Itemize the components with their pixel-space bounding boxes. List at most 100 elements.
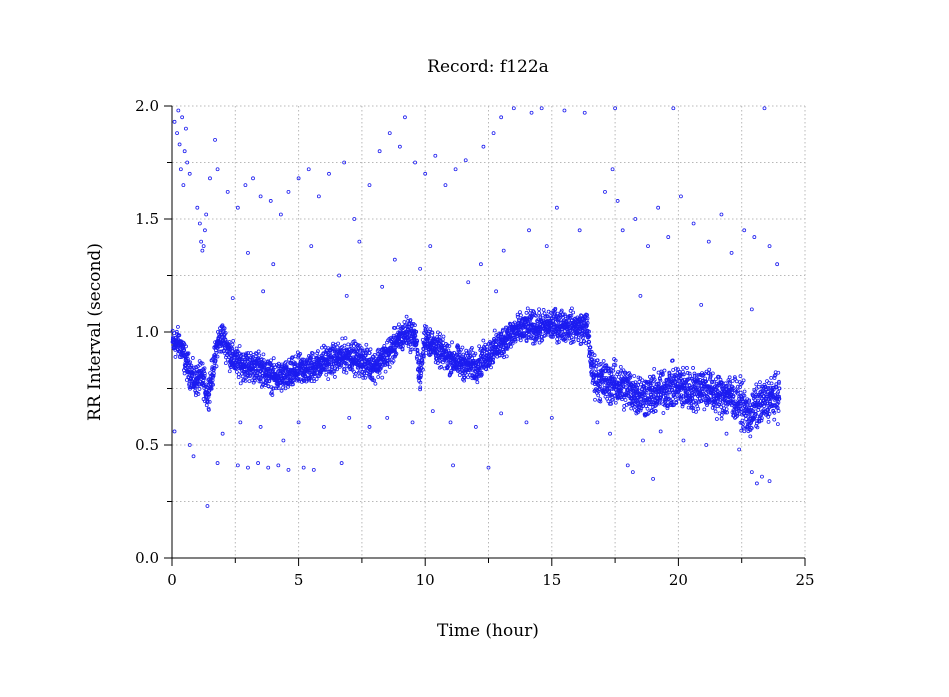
data-point xyxy=(598,399,603,404)
data-point xyxy=(235,205,240,210)
data-point xyxy=(441,334,446,339)
data-point xyxy=(387,358,392,363)
data-point xyxy=(296,420,301,425)
data-point xyxy=(720,383,725,388)
data-point xyxy=(428,244,433,249)
data-point xyxy=(390,341,395,346)
data-point xyxy=(674,401,679,405)
data-point xyxy=(674,366,678,371)
data-point xyxy=(529,308,533,313)
data-point xyxy=(336,341,340,346)
data-point xyxy=(753,397,757,402)
data-point xyxy=(658,429,663,434)
data-point xyxy=(238,357,243,362)
data-point xyxy=(759,418,764,423)
data-point xyxy=(359,346,364,351)
data-point xyxy=(357,343,362,348)
data-point xyxy=(413,334,418,338)
data-point xyxy=(687,383,692,387)
data-point xyxy=(616,370,620,375)
data-point xyxy=(326,377,331,382)
data-point xyxy=(491,360,496,365)
data-point xyxy=(695,373,699,378)
data-point xyxy=(502,350,506,355)
data-point xyxy=(448,360,453,365)
data-point xyxy=(423,171,428,176)
data-point xyxy=(763,389,768,394)
data-point xyxy=(202,371,207,376)
x-tick-label: 15 xyxy=(542,571,561,589)
data-point xyxy=(430,409,435,414)
data-point xyxy=(690,396,695,401)
data-point xyxy=(327,359,331,364)
data-point xyxy=(181,183,186,188)
data-point xyxy=(692,373,697,378)
data-point xyxy=(426,331,431,336)
data-point xyxy=(671,396,675,401)
data-point xyxy=(777,379,781,384)
data-point xyxy=(342,343,347,348)
data-point xyxy=(462,378,467,383)
data-point xyxy=(609,392,614,397)
data-point xyxy=(213,354,218,359)
data-point xyxy=(445,361,450,366)
data-point xyxy=(188,360,193,365)
data-point xyxy=(184,344,188,349)
data-point xyxy=(466,349,471,354)
data-point xyxy=(607,401,612,406)
data-point xyxy=(531,322,536,327)
data-point xyxy=(421,354,426,359)
data-point xyxy=(738,374,743,379)
data-point xyxy=(706,239,711,244)
data-point xyxy=(402,320,407,324)
chart-title: Record: f122a xyxy=(427,57,549,77)
data-point xyxy=(742,228,747,233)
data-point xyxy=(283,386,288,391)
data-point xyxy=(628,373,633,378)
data-point xyxy=(200,248,205,253)
data-point xyxy=(215,167,220,172)
x-tick-label: 25 xyxy=(795,571,814,589)
data-point xyxy=(260,384,264,389)
data-point xyxy=(775,422,780,427)
data-point xyxy=(322,425,326,429)
data-point xyxy=(202,366,207,371)
data-point xyxy=(381,363,386,367)
data-point xyxy=(747,398,752,403)
data-point xyxy=(271,262,276,267)
data-point xyxy=(491,131,496,136)
data-point xyxy=(433,360,438,365)
data-point xyxy=(344,293,349,298)
data-point xyxy=(473,351,478,356)
data-point xyxy=(609,401,613,406)
data-point xyxy=(176,324,180,329)
data-point xyxy=(681,372,686,377)
data-point xyxy=(597,386,602,391)
data-point xyxy=(740,418,745,423)
data-point xyxy=(202,376,207,381)
data-point xyxy=(544,244,549,249)
data-point xyxy=(537,335,542,340)
data-point xyxy=(641,438,645,443)
data-point xyxy=(483,347,488,352)
data-point xyxy=(582,110,587,115)
data-point xyxy=(714,417,719,421)
data-point xyxy=(587,334,592,339)
data-point xyxy=(452,350,456,355)
data-point xyxy=(588,345,593,350)
data-point xyxy=(187,443,192,447)
data-point xyxy=(236,372,241,377)
data-point xyxy=(648,387,653,392)
data-point xyxy=(267,378,272,383)
data-point xyxy=(638,408,643,413)
data-point xyxy=(339,461,344,465)
data-point xyxy=(694,400,699,405)
data-point xyxy=(241,378,246,383)
data-point xyxy=(691,221,696,226)
data-point xyxy=(742,393,747,398)
data-point xyxy=(489,365,493,370)
data-point xyxy=(546,332,551,337)
data-point xyxy=(772,410,777,415)
data-point xyxy=(677,372,682,377)
data-point xyxy=(463,158,468,163)
